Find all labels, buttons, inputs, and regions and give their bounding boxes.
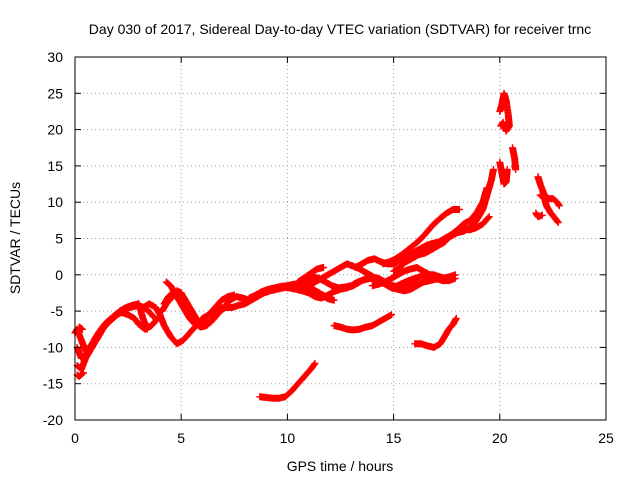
marker-path [330,311,395,334]
marker-path [534,173,563,210]
series-isolated-2 [256,359,319,402]
series-mid-6 [294,264,327,286]
series-upper-4 [402,184,491,266]
series-lower-1 [368,264,459,290]
series-late-2 [496,158,511,188]
marker-path [73,369,87,380]
marker-path [411,314,460,351]
x-axis-ticks: 0 5 10 15 20 25 [71,57,614,446]
marker-path [496,158,511,188]
y-tick-label: -20 [43,412,63,428]
x-tick-label: 20 [492,430,508,446]
series-loop-d [160,289,238,330]
marker-path [160,289,238,330]
y-tick-label: 20 [47,122,63,138]
marker-path [294,264,327,286]
marker-path [532,209,546,221]
series-arc-e [135,300,151,333]
marker-path [75,323,86,333]
y-tick-label: 5 [55,231,63,247]
marker-path [402,184,491,266]
y-tick-label: -5 [51,303,64,319]
series-late-4 [534,173,563,210]
chart-title: Day 030 of 2017, Sidereal Day-to-day VTE… [89,21,591,37]
y-axis-label: SDTVAR / TECUs [7,182,23,294]
x-tick-label: 15 [386,430,402,446]
data-points [71,89,563,402]
series-isolated-3 [411,314,460,351]
series-late-5 [536,191,562,226]
marker-path [256,359,319,402]
marker-path [135,300,151,333]
series-late-6 [532,209,546,221]
x-axis-label: GPS time / hours [287,458,394,474]
y-tick-label: 25 [47,85,63,101]
series-isolated-1 [330,311,395,334]
marker-path [368,264,459,290]
x-tick-label: 0 [71,430,79,446]
series-upper-2 [379,206,463,268]
marker-path [379,206,463,268]
y-tick-label: -10 [43,339,63,355]
y-axis-ticks: -20 -15 -10 -5 0 5 10 15 20 25 30 [43,49,606,428]
series-late-1 [496,89,513,135]
series-early-5 [75,323,86,333]
marker-path [536,191,562,226]
x-tick-label: 25 [598,430,614,446]
y-tick-label: 15 [47,158,63,174]
y-tick-label: -15 [43,376,63,392]
y-tick-label: 10 [47,194,63,210]
x-tick-label: 5 [177,430,185,446]
series-early-4 [73,369,87,380]
y-tick-label: 0 [55,267,63,283]
marker-path [496,89,513,135]
series-late-3 [509,144,520,173]
marker-path [509,144,520,173]
x-tick-label: 10 [280,430,296,446]
y-tick-label: 30 [47,49,63,65]
